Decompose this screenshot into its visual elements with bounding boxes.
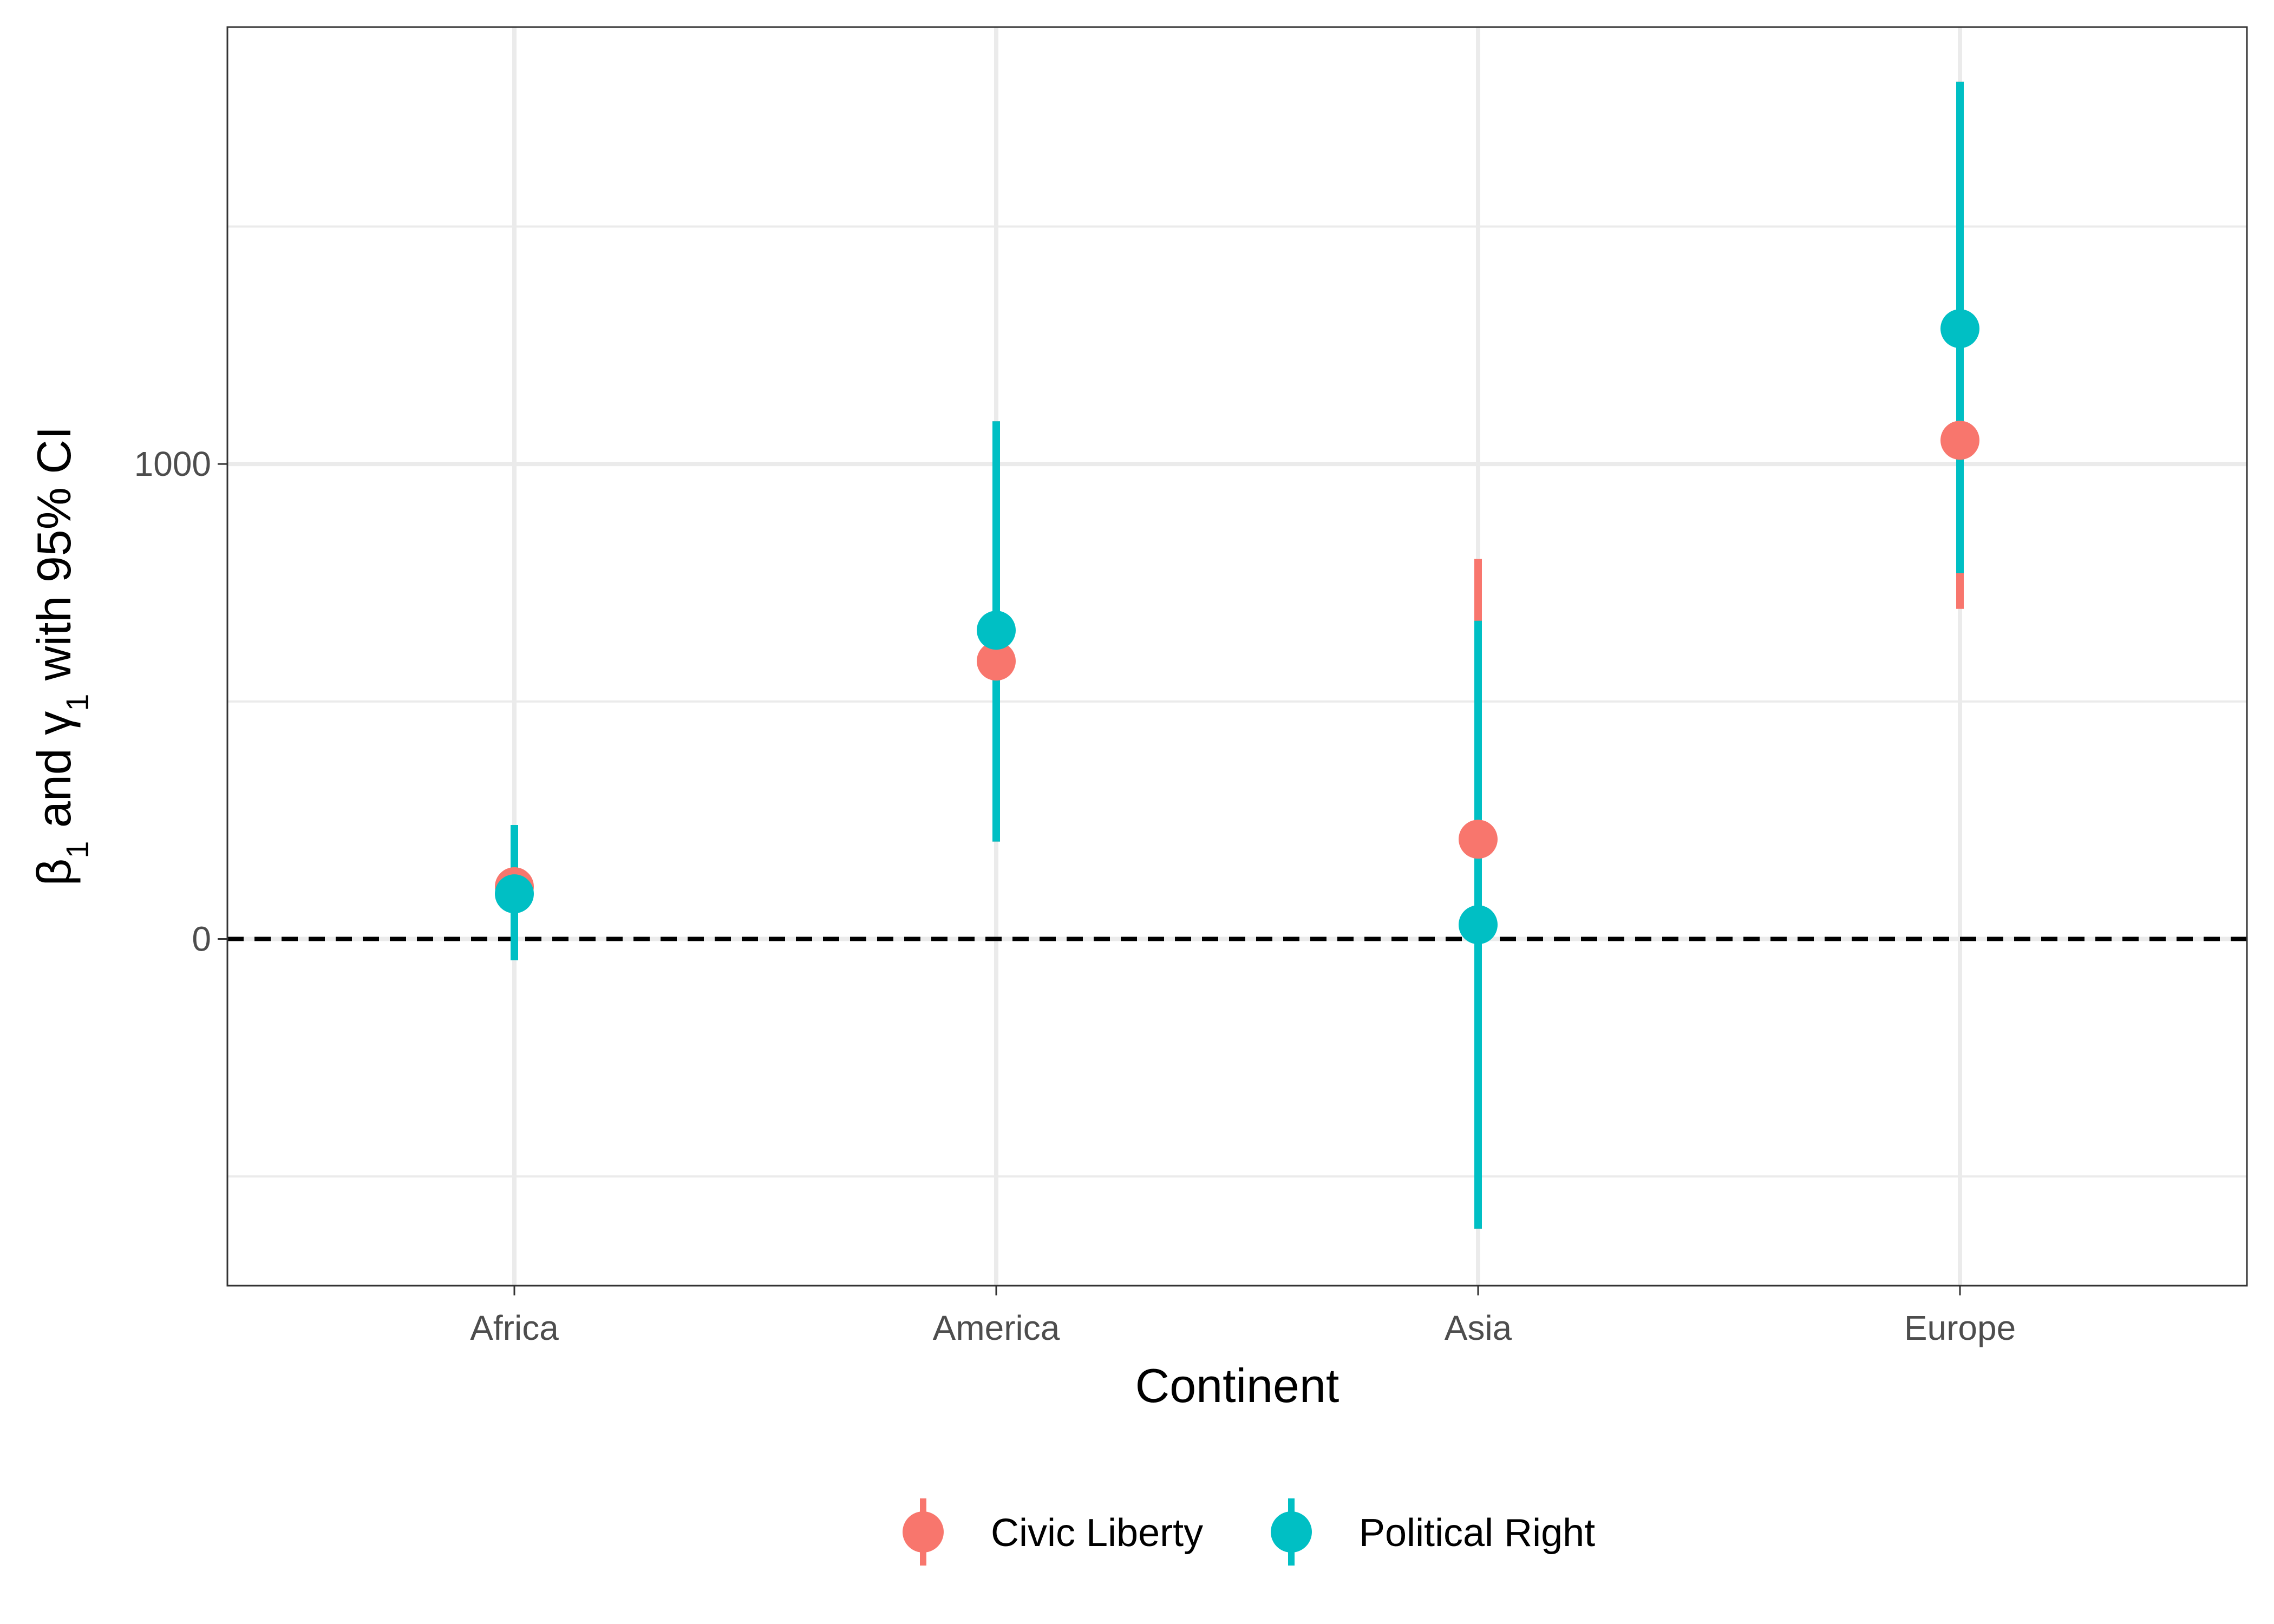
y-title-beta: β (27, 859, 81, 886)
x-tick-label-europe: Europe (1904, 1308, 2016, 1347)
data-marks (495, 81, 1979, 1229)
legend-label-civic-liberty: Civic Liberty (991, 1511, 1203, 1555)
civic-liberty-point-europe (1940, 421, 1979, 460)
y-axis: 0 1000 (134, 444, 227, 959)
y-title-and-gamma: and γ (27, 711, 81, 841)
plot-panel-border (226, 26, 2248, 1287)
x-axis-title: Continent (1135, 1359, 1339, 1412)
legend-item-civic-liberty: Civic Liberty (903, 1498, 1203, 1566)
legend-item-political-right: Political Right (1271, 1498, 1595, 1566)
y-title-suffix: with 95% CI (27, 427, 81, 694)
political-right-point-america (977, 611, 1016, 650)
plot-background (227, 27, 2247, 1286)
civic-liberty-point-asia (1459, 820, 1498, 859)
y-title-sub-1: 1 (60, 841, 95, 859)
legend-label-political-right: Political Right (1359, 1511, 1595, 1555)
political-right-point-asia (1459, 905, 1498, 945)
y-tick-label: 0 (192, 920, 211, 959)
legend-key-point-political-right (1271, 1511, 1312, 1553)
political-right-point-africa (495, 874, 534, 914)
x-axis: Africa America Asia Europe (470, 1286, 2016, 1347)
civic-liberty-point-america (977, 641, 1016, 681)
legend-key-point-civic-liberty (903, 1511, 944, 1553)
y-tick-label: 1000 (134, 444, 211, 483)
legend: Civic Liberty Political Right (903, 1498, 1595, 1566)
x-tick-label-asia: Asia (1445, 1308, 1512, 1347)
y-axis-title: β1 and γ1 with 95% CI (27, 427, 95, 886)
x-tick-label-america: America (933, 1308, 1060, 1347)
x-tick-label-africa: Africa (470, 1308, 559, 1347)
political-right-point-europe (1940, 309, 1979, 349)
y-title-sub-2: 1 (60, 694, 95, 711)
